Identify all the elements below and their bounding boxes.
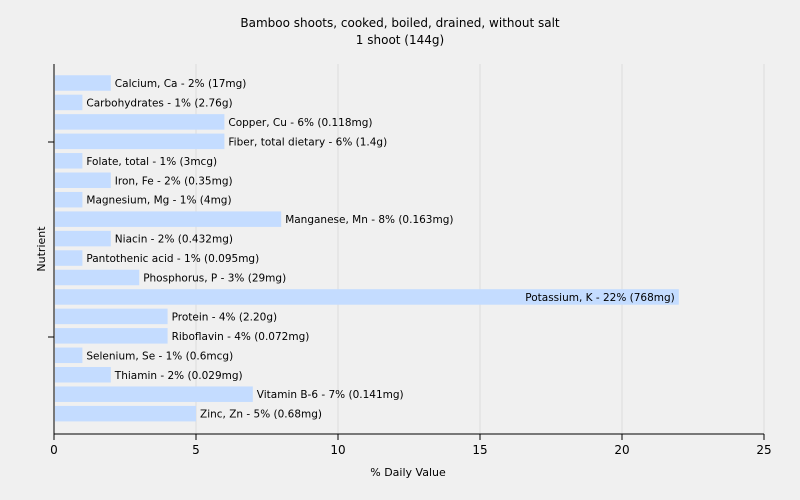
bar-label: Copper, Cu - 6% (0.118mg) [228, 117, 372, 129]
bar-label: Potassium, K - 22% (768mg) [525, 292, 675, 304]
bar-label: Vitamin B-6 - 7% (0.141mg) [257, 389, 404, 401]
bar-label: Pantothenic acid - 1% (0.095mg) [86, 253, 259, 265]
bar-label: Carbohydrates - 1% (2.76g) [86, 97, 232, 109]
bar [55, 367, 111, 383]
bar-label: Zinc, Zn - 5% (0.68mg) [200, 409, 322, 421]
x-axis-title: % Daily Value [370, 466, 446, 479]
bar-label: Protein - 4% (2.20g) [172, 311, 278, 323]
bar [55, 153, 83, 169]
bar-label: Iron, Fe - 2% (0.35mg) [115, 175, 233, 187]
gridlines [195, 64, 765, 434]
bar-label: Phosphorus, P - 3% (29mg) [143, 273, 286, 285]
x-tick-label: 15 [472, 443, 487, 457]
y-axis-title: Nutrient [35, 226, 48, 272]
bar-label: Fiber, total dietary - 6% (1.4g) [228, 136, 387, 148]
bar [55, 308, 168, 325]
bar [55, 114, 225, 130]
bar-label: Folate, total - 1% (3mcg) [86, 156, 217, 168]
chart-subtitle: 1 shoot (144g) [356, 33, 444, 47]
bar [55, 211, 282, 227]
bar-label: Calcium, Ca - 2% (17mg) [115, 78, 247, 90]
x-tick-label: 25 [756, 443, 771, 457]
bar-label: Niacin - 2% (0.432mg) [115, 234, 233, 246]
axes [48, 64, 764, 435]
bar-label: Thiamin - 2% (0.029mg) [114, 370, 243, 382]
bar-label: Magnesium, Mg - 1% (4mg) [86, 195, 231, 207]
bar-label: Selenium, Se - 1% (0.6mcg) [86, 350, 233, 362]
bar-series: Calcium, Ca - 2% (17mg) Carbohydrates - 1… [55, 75, 679, 422]
bar [55, 289, 679, 305]
x-axis-ticks: 0 5 10 15 20 25 [50, 434, 772, 457]
bar [55, 386, 253, 402]
x-tick-label: 20 [614, 443, 629, 457]
bar [55, 347, 83, 364]
x-tick-label: 10 [330, 443, 345, 457]
x-tick-label: 5 [192, 443, 200, 457]
bar [55, 328, 168, 344]
chart-title: Bamboo shoots, cooked, boiled, drained, … [240, 16, 560, 30]
bar [55, 172, 111, 188]
bar [55, 269, 140, 286]
bar-label: Riboflavin - 4% (0.072mg) [172, 331, 310, 343]
bar [55, 230, 111, 247]
x-tick-label: 0 [50, 443, 58, 457]
bar [55, 75, 111, 91]
bar-label: Manganese, Mn - 8% (0.163mg) [285, 214, 453, 226]
bar [55, 191, 83, 208]
bar [55, 94, 83, 111]
bar [55, 133, 225, 150]
bar [55, 405, 196, 422]
bar [55, 250, 83, 266]
